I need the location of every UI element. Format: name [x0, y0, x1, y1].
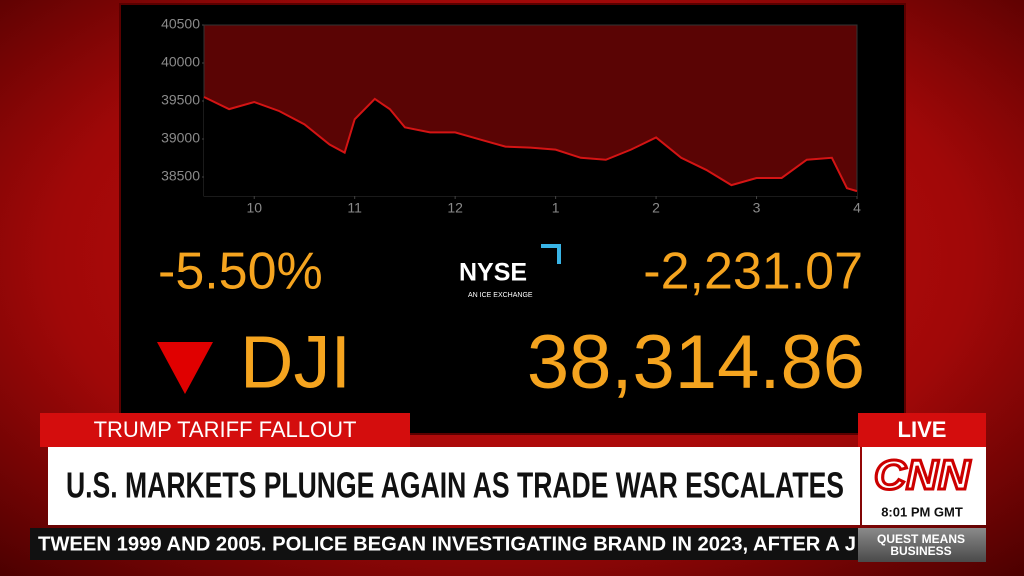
- show-box: [858, 528, 986, 562]
- tag: TRUMP TARIFF FALLOUT: [94, 417, 357, 442]
- down-arrow: [157, 342, 213, 394]
- x-tick-label: 3: [753, 200, 761, 216]
- symbol: DJI: [240, 321, 351, 404]
- x-tick-label: 10: [246, 200, 262, 216]
- headline-box: [48, 447, 860, 525]
- y-tick-label: 40000: [161, 54, 200, 70]
- logo-bracket: [541, 244, 561, 264]
- exchange-logo: NYSE: [459, 259, 527, 287]
- logo-box: [862, 447, 986, 525]
- x-tick-label: 11: [347, 200, 362, 216]
- point-change: -2,231.07: [643, 243, 863, 301]
- live-label: LIVE: [898, 417, 947, 442]
- area-below: [204, 96, 857, 196]
- y-tick-label: 39000: [161, 130, 200, 146]
- headline: U.S. MARKETS PLUNGE AGAIN AS TRADE WAR E…: [66, 465, 844, 506]
- ticker-bar: [30, 528, 858, 560]
- percent-change: -5.50%: [158, 243, 323, 301]
- price: 38,314.86: [527, 320, 865, 405]
- y-tick-label: 38500: [161, 168, 200, 184]
- line: [203, 96, 858, 193]
- x-tick-label: 2: [652, 200, 660, 216]
- tag-box: [40, 413, 410, 447]
- ticker: TWEEN 1999 AND 2005. POLICE BEGAN INVEST…: [38, 533, 856, 555]
- y-tick-label: 40500: [161, 16, 200, 32]
- x-tick-label: 12: [447, 200, 463, 216]
- x-tick-label: 1: [552, 200, 560, 216]
- live-box: [858, 413, 986, 447]
- network-logo: CNN: [874, 451, 972, 498]
- x-tick-label: 4: [853, 200, 861, 216]
- show-name: QUEST MEANS BUSINESS: [876, 532, 965, 558]
- time: 8:01 PM GMT: [881, 504, 963, 519]
- y-tick-label: 39500: [161, 92, 200, 108]
- exchange-tagline: AN ICE EXCHANGE: [468, 292, 533, 299]
